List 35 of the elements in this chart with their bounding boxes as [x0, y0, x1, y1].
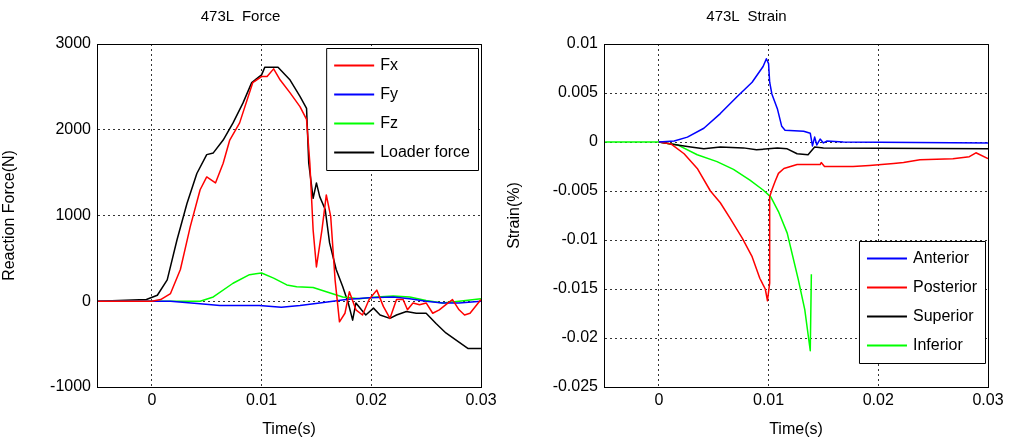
- chart-title: 473L Force: [200, 7, 281, 25]
- y-tick-label: 2000: [55, 120, 92, 138]
- legend-label: Inferior: [912, 335, 964, 353]
- y-tick-label: 0.01: [566, 34, 599, 52]
- y-tick-label: -0.005: [552, 181, 599, 199]
- x-tick-label: 0.03: [465, 391, 497, 409]
- legend-label: Fz: [380, 113, 398, 131]
- y-tick-label: 0: [82, 291, 92, 309]
- y-tick-label: -0.02: [561, 328, 599, 346]
- y-tick-label: -0.015: [552, 279, 599, 297]
- x-tick-label: 0: [654, 391, 664, 409]
- y-tick-label: -1000: [50, 377, 92, 395]
- y-tick-label: 3000: [55, 34, 92, 52]
- legend-label: Fx: [380, 55, 398, 73]
- legend-label: Fy: [380, 84, 398, 102]
- x-tick-label: 0.02: [862, 391, 894, 409]
- legend-label: Posterior: [912, 277, 978, 295]
- legend-label: Superior: [912, 306, 975, 324]
- y-axis-title: Strain(%): [505, 182, 523, 249]
- y-tick-label: 0: [589, 132, 599, 150]
- x-tick-label: 0.01: [753, 391, 785, 409]
- y-axis-title: Reaction Force(N): [0, 150, 18, 281]
- y-tick-label: 1000: [55, 205, 92, 223]
- y-tick-label: 0.005: [557, 83, 599, 101]
- x-axis-title: Time(s): [262, 419, 316, 437]
- chart-title: 473L Strain: [706, 7, 787, 25]
- x-tick-label: 0.02: [355, 391, 387, 409]
- legend-label: Anterior: [912, 248, 970, 266]
- x-axis-title: Time(s): [769, 419, 823, 437]
- y-tick-label: -0.01: [561, 230, 599, 248]
- y-tick-label: -0.025: [552, 377, 599, 395]
- x-tick-label: 0.01: [246, 391, 278, 409]
- x-tick-label: 0.03: [972, 391, 1004, 409]
- x-tick-label: 0: [147, 391, 157, 409]
- legend-label: Loader force: [380, 142, 471, 160]
